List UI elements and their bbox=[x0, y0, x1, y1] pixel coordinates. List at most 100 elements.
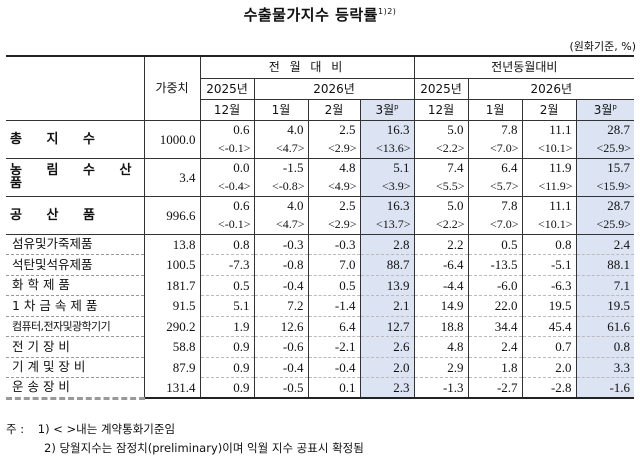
cell-value: 4.8 bbox=[307, 158, 360, 177]
cell-value: 7.8 bbox=[467, 120, 523, 139]
cell-value: 0.0 bbox=[199, 158, 254, 177]
cell-value: 4.0 bbox=[253, 196, 308, 215]
cell-value: -6.0 bbox=[467, 275, 523, 296]
cell-value: -1.5 bbox=[253, 158, 308, 177]
cell-value: 12.6 bbox=[253, 316, 308, 337]
header-year-2026: 2026년 bbox=[253, 78, 415, 100]
cell-value: 7.8 bbox=[467, 196, 523, 215]
cell-value: 7.4 bbox=[413, 158, 469, 177]
cell-value: 2.4 bbox=[467, 336, 523, 358]
cell-value: -0.8 bbox=[253, 254, 308, 276]
cell-contract-value: <2.9> bbox=[307, 139, 360, 159]
cell-value: -1.3 bbox=[413, 377, 469, 398]
export-price-table: 가중치 전 월 대 비 전년동월대비 2025년 2026년 2025년 202… bbox=[6, 55, 635, 400]
cell-value: 2.5 bbox=[307, 196, 360, 215]
subrow-weight: 181.7 bbox=[143, 275, 200, 296]
header-jan: 1월 bbox=[253, 99, 308, 121]
cell-contract-value: <-0.1> bbox=[199, 139, 254, 159]
cell-value: 3.3 bbox=[575, 357, 635, 378]
cell-value: -0.3 bbox=[307, 234, 360, 255]
cell-contract-value: <13.6> bbox=[359, 139, 415, 159]
cell-contract-value: <5.7> bbox=[467, 177, 523, 197]
cell-value: 0.5 bbox=[199, 275, 254, 296]
cell-contract-value: <7.0> bbox=[467, 139, 523, 159]
cell-contract-value: <10.1> bbox=[521, 139, 577, 159]
cell-value: -6.4 bbox=[413, 254, 469, 276]
header-jan: 1월 bbox=[467, 99, 523, 121]
header-weight: 가중치 bbox=[143, 56, 200, 120]
cell-value: 0.8 bbox=[575, 336, 635, 358]
cell-value: 7.2 bbox=[253, 295, 308, 317]
cell-value: 0.9 bbox=[199, 336, 254, 358]
cell-value: 2.9 bbox=[413, 357, 469, 378]
cell-value: 2.5 bbox=[307, 120, 360, 139]
row-weight: 996.6 bbox=[143, 196, 200, 235]
cell-value: 0.9 bbox=[199, 357, 254, 378]
header-dec: 12월 bbox=[199, 99, 254, 121]
subrow-weight: 87.9 bbox=[143, 357, 200, 378]
header-year-2025: 2025년 bbox=[413, 78, 469, 100]
cell-value: 16.3 bbox=[359, 196, 415, 215]
cell-contract-value: <2.2> bbox=[413, 139, 469, 159]
cell-value: 5.1 bbox=[359, 158, 415, 177]
subrow-label: 섬유및가죽제품 bbox=[6, 234, 144, 255]
header-mar: 3월p bbox=[359, 99, 415, 121]
cell-value: -4.4 bbox=[413, 275, 469, 296]
cell-value: -2.7 bbox=[467, 377, 523, 398]
cell-value: -1.6 bbox=[575, 377, 635, 398]
cell-value: 2.3 bbox=[359, 377, 415, 398]
subrow-label: 석탄및석유제품 bbox=[6, 254, 144, 276]
cell-contract-value: <11.9> bbox=[521, 177, 577, 197]
cell-value: 2.6 bbox=[359, 336, 415, 358]
subrow-weight: 58.8 bbox=[143, 336, 200, 357]
cell-value: -6.3 bbox=[521, 275, 577, 296]
cell-value: -1.4 bbox=[307, 295, 360, 317]
row-label: 공 산 품 bbox=[6, 196, 144, 235]
cell-value: 0.5 bbox=[467, 234, 523, 255]
cell-contract-value: <4.7> bbox=[253, 139, 308, 159]
cell-value: 0.6 bbox=[199, 196, 254, 215]
header-dec: 12월 bbox=[413, 99, 469, 121]
subrow-label: 운 송 장 비 bbox=[6, 377, 144, 400]
subrow-weight: 13.8 bbox=[143, 234, 200, 255]
subrow-label: 전 기 장 비 bbox=[6, 336, 144, 358]
cell-contract-value: <15.9> bbox=[575, 177, 635, 197]
subrow-weight: 131.4 bbox=[143, 377, 200, 398]
cell-value: 0.6 bbox=[199, 120, 254, 139]
cell-value: -13.5 bbox=[467, 254, 523, 276]
cell-value: 11.9 bbox=[521, 158, 577, 177]
cell-contract-value: <25.9> bbox=[575, 215, 635, 235]
header-year-2026: 2026년 bbox=[467, 78, 635, 100]
cell-value: 6.4 bbox=[307, 316, 360, 337]
cell-value: 14.9 bbox=[413, 295, 469, 317]
cell-value: 88.7 bbox=[359, 254, 415, 276]
cell-value: 2.0 bbox=[521, 357, 577, 378]
cell-value: -0.4 bbox=[253, 357, 308, 378]
cell-contract-value: <3.9> bbox=[359, 177, 415, 197]
cell-value: 0.1 bbox=[307, 377, 360, 398]
header-feb: 2월 bbox=[307, 99, 360, 121]
cell-value: 2.0 bbox=[359, 357, 415, 378]
cell-value: 4.0 bbox=[253, 120, 308, 139]
cell-value: -0.4 bbox=[253, 275, 308, 296]
cell-contract-value: <-0.8> bbox=[253, 177, 308, 197]
footnotes: 주 : 1) < >내는 계약통화기준임 2) 당월지수는 잠정치(prelim… bbox=[6, 422, 364, 455]
subrow-weight: 100.5 bbox=[143, 254, 200, 275]
header-mom: 전 월 대 비 bbox=[199, 56, 415, 79]
cell-value: -2.1 bbox=[307, 336, 360, 358]
subrow-label: 1 차 금 속 제 품 bbox=[6, 295, 144, 317]
cell-value: 0.9 bbox=[199, 377, 254, 398]
cell-value: 28.7 bbox=[575, 120, 635, 139]
header-mar: 3월p bbox=[575, 99, 635, 121]
header-year-2025: 2025년 bbox=[199, 78, 254, 100]
cell-value: 1.8 bbox=[467, 357, 523, 378]
unit-label: (원화기준, %) bbox=[569, 40, 636, 53]
cell-value: 19.5 bbox=[521, 295, 577, 317]
cell-value: 2.1 bbox=[359, 295, 415, 317]
cell-value: 5.0 bbox=[413, 196, 469, 215]
cell-value: 22.0 bbox=[467, 295, 523, 317]
cell-contract-value: <-0.1> bbox=[199, 215, 254, 235]
cell-contract-value: <13.7> bbox=[359, 215, 415, 235]
cell-value: 5.0 bbox=[413, 120, 469, 139]
cell-value: -0.4 bbox=[307, 357, 360, 378]
